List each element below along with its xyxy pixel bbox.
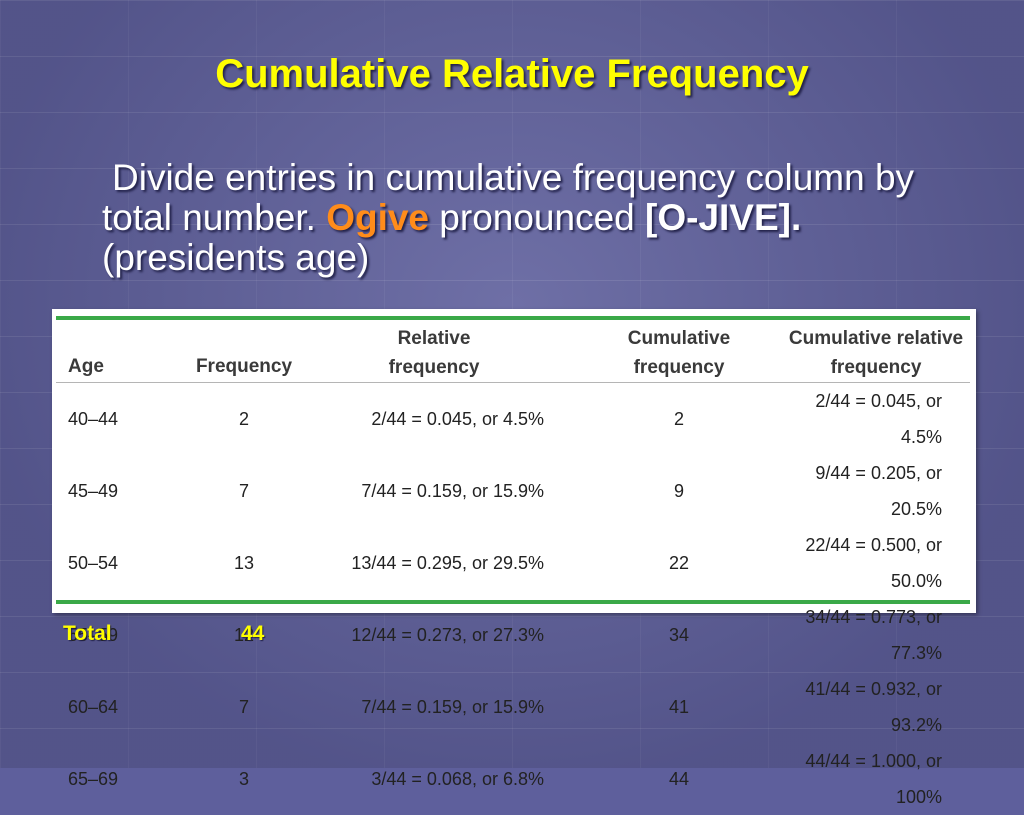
header-cum-rel-line1: Cumulative relative [788, 327, 964, 349]
header-relative-line1: Relative [397, 327, 471, 349]
header-relative-frequency: Relative frequency [320, 322, 580, 383]
cell-frequency: 2 [238, 409, 249, 429]
table-row: 65–69 3 3/44 = 0.068, or 6.8% 44 44/44 =… [56, 743, 970, 815]
cell-cumulative: 2 [673, 409, 684, 429]
cell-relative: 3/44 = 0.068, or 6.8% [371, 769, 544, 789]
table-bottom-rule [56, 600, 970, 604]
slide-body-text: Divide entries in cumulative frequency c… [102, 158, 922, 278]
body-part-2: pronounced [439, 197, 635, 238]
cell-age: 50–54 [68, 553, 119, 573]
total-value: 44 [241, 622, 265, 645]
cell-relative: 12/44 = 0.273, or 27.3% [351, 625, 544, 645]
table-row: 45–49 7 7/44 = 0.159, or 15.9% 9 9/44 = … [56, 455, 970, 527]
pronunciation: [O-JIVE]. [645, 197, 802, 238]
table-row: 55–59 12 12/44 = 0.273, or 27.3% 34 34/4… [56, 599, 970, 671]
ogive-highlight: Ogive [326, 197, 430, 238]
cell-age: 45–49 [68, 481, 119, 501]
header-cumulative-frequency: Cumulative frequency [580, 322, 778, 383]
cell-cum-rel: 44/44 = 1.000, or 100% [805, 751, 942, 807]
cell-relative: 2/44 = 0.045, or 4.5% [371, 409, 544, 429]
cell-age: 40–44 [68, 409, 119, 429]
cell-cum-rel: 9/44 = 0.205, or 20.5% [815, 463, 942, 519]
header-cumulative-line1: Cumulative [627, 327, 731, 349]
cell-cumulative: 34 [668, 625, 690, 645]
cell-age: 60–64 [68, 697, 119, 717]
table-row: 50–54 13 13/44 = 0.295, or 29.5% 22 22/4… [56, 527, 970, 599]
table-header-rule [56, 382, 970, 383]
header-cumulative-line2: frequency [633, 356, 725, 378]
total-label: Total [63, 622, 112, 645]
cell-cumulative: 22 [668, 553, 690, 573]
header-cum-rel-line2: frequency [830, 356, 922, 378]
cell-frequency: 7 [238, 481, 249, 501]
cell-cumulative: 44 [668, 769, 690, 789]
cell-cumulative: 9 [673, 481, 684, 501]
frequency-table: Age Frequency Relative frequency Cumulati… [56, 322, 970, 815]
table-header-row: Age Frequency Relative frequency Cumulati… [56, 322, 970, 383]
header-relative-line2: frequency [388, 356, 480, 378]
cell-cum-rel: 34/44 = 0.773, or 77.3% [805, 607, 942, 663]
header-frequency: Frequency [195, 356, 293, 377]
body-part-1: Divide entries in cumulative frequency c… [102, 157, 915, 238]
cell-cum-rel: 2/44 = 0.045, or 4.5% [815, 391, 942, 447]
cell-frequency: 12 [233, 625, 255, 645]
cell-relative: 7/44 = 0.159, or 15.9% [361, 697, 544, 717]
cell-relative: 13/44 = 0.295, or 29.5% [351, 553, 544, 573]
cell-frequency: 7 [238, 697, 249, 717]
cell-age: 55–59 [68, 625, 119, 645]
body-part-3: (presidents age) [102, 237, 370, 278]
table-row: 40–44 2 2/44 = 0.045, or 4.5% 2 2/44 = 0… [56, 383, 970, 455]
cell-cumulative: 41 [668, 697, 690, 717]
cell-cum-rel: 22/44 = 0.500, or 50.0% [805, 535, 942, 591]
table-row: 60–64 7 7/44 = 0.159, or 15.9% 41 41/44 … [56, 671, 970, 743]
cell-frequency: 3 [238, 769, 249, 789]
header-cumulative-relative-frequency: Cumulative relative frequency [778, 322, 970, 383]
cell-frequency: 13 [233, 553, 255, 573]
cell-relative: 7/44 = 0.159, or 15.9% [361, 481, 544, 501]
frequency-table-panel: Age Frequency Relative frequency Cumulati… [52, 309, 976, 807]
table-top-rule [56, 316, 970, 320]
slide-title: Cumulative Relative Frequency [215, 52, 809, 96]
header-age: Age [68, 356, 104, 377]
cell-cum-rel: 41/44 = 0.932, or 93.2% [805, 679, 942, 735]
cell-age: 65–69 [68, 769, 119, 789]
